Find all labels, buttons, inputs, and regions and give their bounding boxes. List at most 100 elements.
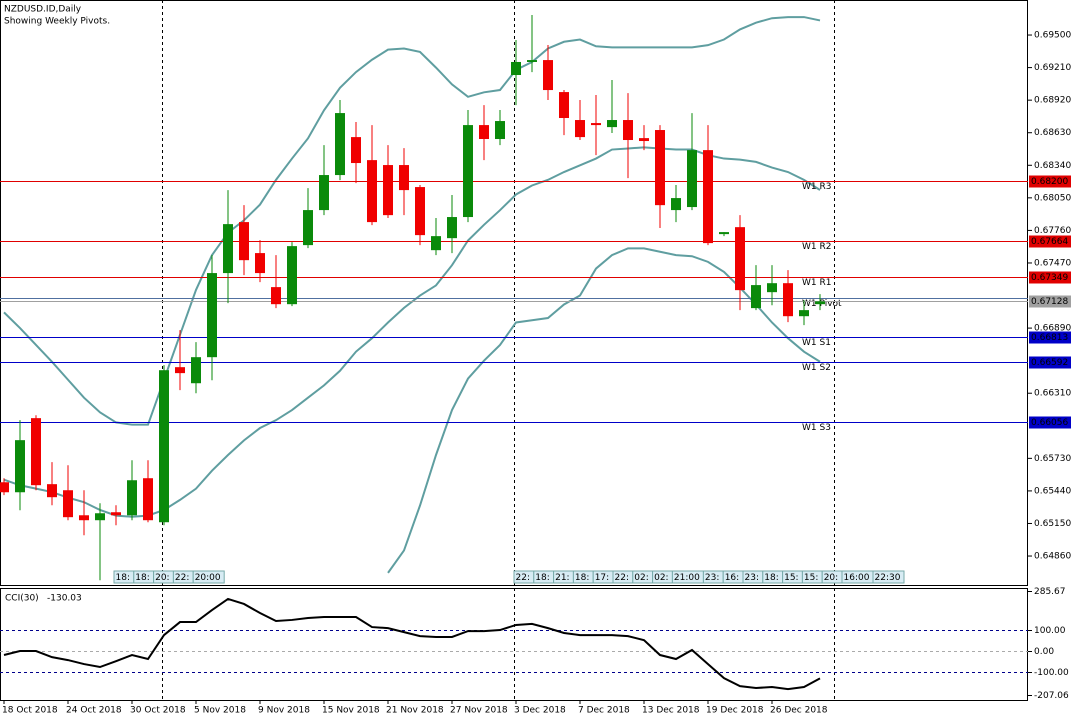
candle-body <box>799 310 809 317</box>
pivot-price-label: 0.66813 <box>1031 333 1068 343</box>
x-tick-label: 30 Oct 2018 <box>130 706 186 716</box>
candle-body <box>719 232 729 235</box>
x-tick-label: 24 Oct 2018 <box>66 706 122 716</box>
pivot-price-box <box>1029 235 1071 248</box>
candle-body <box>111 512 121 516</box>
candle-body <box>495 121 505 140</box>
time-label: 02: <box>654 573 668 583</box>
x-tick-label: 21 Nov 2018 <box>386 706 444 716</box>
y-tick-label: 0.64860 <box>1034 552 1071 562</box>
candle-body <box>655 130 665 206</box>
bollinger-lower <box>387 247 821 574</box>
candle-body <box>751 285 761 309</box>
candle-body <box>527 60 537 62</box>
pivot-name: W1 S2 <box>802 363 831 373</box>
candle-body <box>63 490 73 518</box>
time-label: 16:00 <box>844 573 870 583</box>
y-tick-label: 100.00 <box>1034 626 1066 636</box>
candle-body <box>95 513 105 521</box>
pivot-price-label: 0.66056 <box>1031 418 1068 428</box>
y-tick-label: 0.68920 <box>1034 96 1071 106</box>
y-tick-label: 0.00 <box>1034 647 1054 657</box>
time-label: 20: <box>155 573 169 583</box>
candle-body <box>815 301 825 305</box>
candle-body <box>543 60 553 91</box>
time-label: 20:00 <box>195 573 221 583</box>
candle-body <box>463 125 473 218</box>
time-label: 18: <box>575 573 589 583</box>
candle-body <box>367 160 377 223</box>
candle-body <box>591 123 601 126</box>
candle-body <box>31 418 41 486</box>
chart-title: NZDUSD.ID,Daily <box>4 5 82 15</box>
x-tick-label: 7 Dec 2018 <box>578 706 630 716</box>
candle-body <box>319 175 329 211</box>
y-tick-label: 0.68340 <box>1034 161 1071 171</box>
x-tick-label: 15 Nov 2018 <box>322 706 380 716</box>
x-tick-label: 27 Nov 2018 <box>450 706 508 716</box>
candle-body <box>687 150 697 208</box>
candle-body <box>255 253 265 274</box>
x-tick-label: 18 Oct 2018 <box>2 706 58 716</box>
time-label: 18: <box>116 573 130 583</box>
y-tick-label: 0.66890 <box>1034 324 1071 334</box>
x-tick-label: 3 Dec 2018 <box>514 706 566 716</box>
time-label: 02: <box>634 573 648 583</box>
pivot-price-box <box>1029 271 1071 284</box>
candle-body <box>639 138 649 142</box>
pivot-name: W1 S3 <box>802 423 831 433</box>
candle-body <box>335 113 345 176</box>
pivot-name: W1 R3 <box>802 182 831 192</box>
pivot-price-label: 0.67664 <box>1031 237 1068 247</box>
candle-body <box>15 440 25 493</box>
time-label: 22:30 <box>875 573 901 583</box>
time-label: 17: <box>595 573 609 583</box>
candle-body <box>47 484 57 498</box>
candle-body <box>447 217 457 239</box>
candle-body <box>143 478 153 521</box>
pivot-price-label: 0.67349 <box>1031 273 1068 283</box>
time-label: 18: <box>135 573 149 583</box>
x-tick-label: 26 Dec 2018 <box>770 706 828 716</box>
time-label: 22: <box>175 573 189 583</box>
pivot-name: W1 R2 <box>802 242 831 252</box>
candle-body <box>223 224 233 274</box>
candle-body <box>287 246 297 305</box>
y-tick-label: 0.68630 <box>1034 128 1071 138</box>
candle-body <box>271 287 281 305</box>
time-label-box <box>872 570 905 584</box>
pivot-price-label: 0.66592 <box>1031 358 1068 368</box>
candle-body <box>431 236 441 251</box>
y-tick-label: 0.69210 <box>1034 63 1071 73</box>
candle-body <box>559 92 569 119</box>
x-tick-label: 5 Nov 2018 <box>194 706 246 716</box>
pivot-name: W1 S1 <box>802 338 831 348</box>
time-label: 23: <box>705 573 719 583</box>
x-tick-label: 9 Nov 2018 <box>258 706 310 716</box>
candle-body <box>159 370 169 523</box>
pivot-price-box <box>1029 416 1071 429</box>
y-tick-label: -207.06 <box>1034 691 1069 701</box>
candle-body <box>575 120 585 138</box>
candle-body <box>511 61 521 76</box>
pivot-price-label: 0.68200 <box>1031 177 1068 187</box>
time-label: 21:00 <box>674 573 700 583</box>
y-tick-label: 0.65150 <box>1034 519 1071 529</box>
pivot-price-box <box>1029 356 1071 369</box>
y-tick-label: 0.69500 <box>1034 31 1071 41</box>
cci-title: CCI(30) <box>5 594 39 604</box>
time-label: 18: <box>535 573 549 583</box>
candle-body <box>0 482 9 493</box>
time-label: 21: <box>555 573 569 583</box>
pivot-name: W1 R1 <box>802 278 831 288</box>
bollinger-upper <box>3 16 821 426</box>
pivot-price-box <box>1029 175 1071 188</box>
y-tick-label: 0.68050 <box>1034 193 1071 203</box>
candle-body <box>191 357 201 384</box>
candle-body <box>399 165 409 191</box>
time-label: 15: <box>784 573 798 583</box>
y-tick-label: 0.67470 <box>1034 258 1071 268</box>
candle-body <box>623 120 633 141</box>
x-tick-label: 19 Dec 2018 <box>706 706 764 716</box>
